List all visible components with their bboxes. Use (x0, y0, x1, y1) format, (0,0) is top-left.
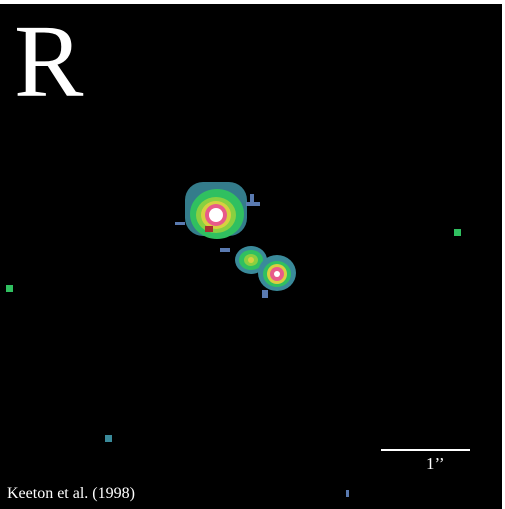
scale-bar-label: 1’’ (426, 454, 445, 473)
astronomical-image: R 1’’ Keeton et al. (1998) (0, 4, 502, 509)
image-credit: Keeton et al. (1998) (7, 485, 135, 502)
noise-pixel (105, 435, 112, 442)
lensed-image-a (175, 182, 260, 239)
band-label: R (14, 4, 84, 119)
sky-field (0, 4, 502, 509)
lensed-image-b (220, 246, 267, 274)
lensed-image-c (258, 255, 296, 298)
noise-pixel (454, 229, 461, 236)
scale-bar (381, 449, 470, 451)
noise-pixel (346, 490, 349, 497)
noise-pixel (6, 285, 13, 292)
